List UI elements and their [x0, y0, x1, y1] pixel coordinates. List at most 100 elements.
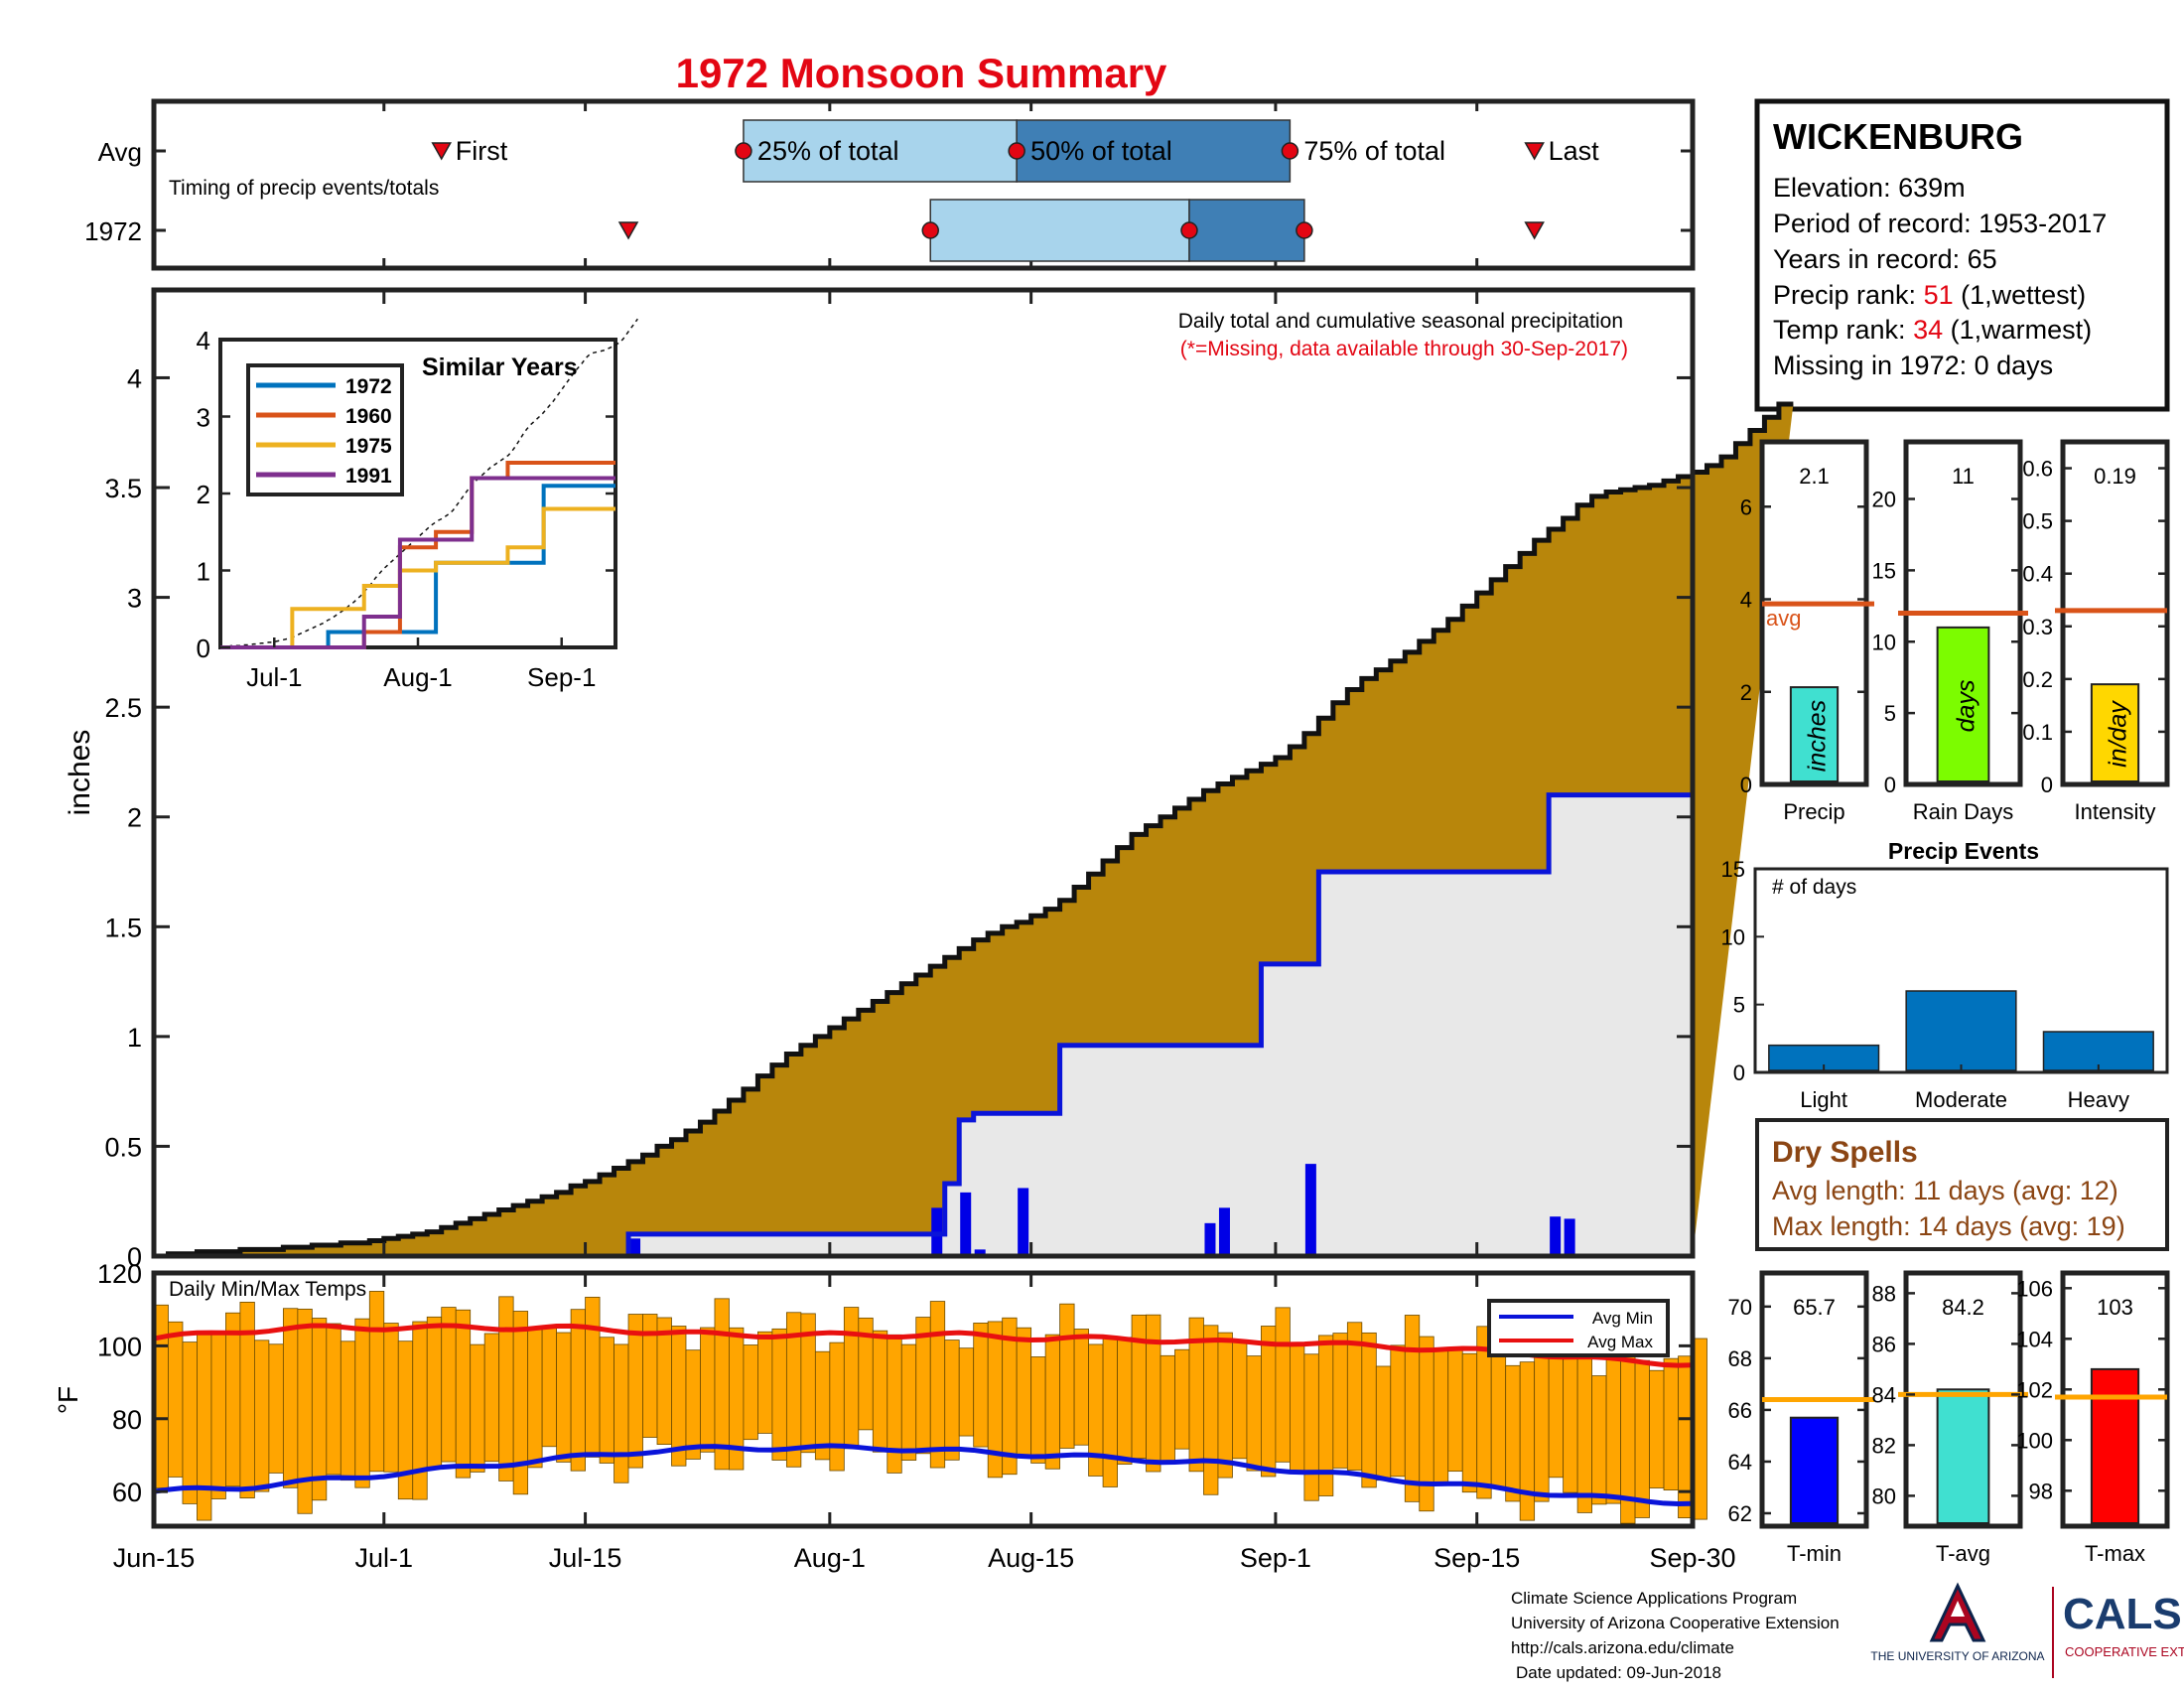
page-title: 1972 Monsoon Summary	[676, 50, 1167, 96]
daily-precip-bar	[1018, 1188, 1029, 1256]
panel-y-tick-label: 100	[2016, 1428, 2053, 1453]
daily-temp-bar	[627, 1314, 643, 1469]
timing-box-50-75	[1188, 199, 1305, 262]
events-y-label: # of days	[1772, 876, 1856, 899]
daily-temp-bar	[829, 1341, 845, 1472]
inset-avg-line	[219, 318, 638, 648]
daily-temp-bar	[1591, 1375, 1607, 1505]
events-title: Precip Events	[1888, 838, 2039, 864]
panel-bar	[1789, 686, 1840, 783]
inset-x-tick-label: Aug-1	[383, 662, 452, 692]
daily-temp-bar	[1404, 1315, 1421, 1502]
date-tick-label: Aug-15	[988, 1543, 1074, 1573]
timing-label-25: 25% of total	[757, 136, 899, 166]
daily-temp-bar	[1073, 1329, 1089, 1446]
daily-precip-bar	[1564, 1218, 1575, 1256]
temp-title: Daily Min/Max Temps	[169, 1278, 366, 1301]
daily-precip-bar	[974, 1249, 986, 1256]
avg-max-line	[153, 1323, 1694, 1368]
daily-temp-bar	[1016, 1327, 1032, 1457]
panel-y-tick-label: 20	[1872, 488, 1896, 512]
events-y-tick-label: 10	[1721, 924, 1745, 949]
daily-temp-bar	[1059, 1303, 1075, 1449]
daily-temp-bar	[1275, 1307, 1291, 1463]
daily-temp-bar	[1433, 1349, 1449, 1484]
timing-quantile-marker-3	[1296, 221, 1313, 239]
daily-temp-bar	[872, 1330, 888, 1453]
panel-y-tick-label: 106	[2016, 1276, 2053, 1301]
station-temp-rank: Temp rank: 34 (1,warmest)	[1773, 315, 2092, 345]
station-elevation: Elevation: 639m	[1773, 173, 1966, 203]
daily-temp-bar	[656, 1317, 672, 1445]
daily-temp-bar	[498, 1296, 514, 1481]
precip-rank-value: 51	[1924, 280, 1954, 310]
timing-box-25-50	[929, 199, 1190, 262]
panel-label: T-avg	[1936, 1541, 1990, 1566]
temp-y-tick-label: 80	[112, 1405, 142, 1435]
daily-precip-bar	[1304, 1164, 1316, 1256]
ua-logo-text: THE UNIVERSITY OF ARIZONA	[1870, 1649, 2044, 1663]
panel-label: Intensity	[2075, 799, 2156, 824]
panel-value: 103	[2097, 1295, 2133, 1320]
daily-precip-bar	[629, 1238, 641, 1256]
temp-summary-panels: 62 64 66 68 70 65.7 T-min 80 82 84 86 88 84.2 T-avg 98…	[1728, 1270, 2170, 1566]
daily-temp-bar	[541, 1327, 558, 1448]
daily-temp-bar	[1447, 1349, 1463, 1473]
daily-precip-bar	[1204, 1222, 1216, 1256]
events-bar-moderate	[1905, 990, 2017, 1071]
station-precip-rank: Precip rank: 51 (1,wettest)	[1773, 280, 2086, 310]
panel-value: 0.19	[2094, 464, 2136, 489]
daily-temp-bar	[556, 1332, 572, 1463]
footer-line-3: http://cals.arizona.edu/climate	[1511, 1638, 1734, 1657]
daily-temp-bar	[470, 1343, 485, 1473]
inset-legend-label: 1975	[345, 435, 392, 458]
inset-legend-label: 1972	[345, 375, 392, 398]
dry-avg-length: Avg length: 11 days (avg: 12)	[1772, 1176, 2118, 1205]
panel-y-tick-label: 70	[1728, 1295, 1752, 1320]
panel-y-tick-label: 0.1	[2022, 720, 2053, 745]
dry-max-length: Max length: 14 days (avg: 19)	[1772, 1211, 2125, 1241]
daily-temp-bar	[714, 1298, 730, 1471]
daily-temp-bar	[1146, 1314, 1161, 1473]
events-y-tick-label: 15	[1721, 857, 1745, 882]
timing-first-marker	[431, 142, 453, 161]
timing-label-last: Last	[1549, 136, 1600, 166]
temp-y-tick-label: 60	[112, 1478, 142, 1507]
station-years: Years in record: 65	[1773, 244, 1997, 274]
panel-value: 2.1	[1799, 464, 1830, 489]
date-tick-label: Jul-1	[355, 1543, 414, 1573]
panel-value: 11	[1952, 464, 1975, 489]
temp-chart: 60 80 100 120 Daily Min/Max Temps °F Avg Mi…	[53, 1259, 1707, 1529]
panel-y-tick-label: 4	[1740, 588, 1752, 613]
panel-unit-label: in/day	[2105, 700, 2132, 768]
daily-temp-bar	[326, 1323, 341, 1476]
station-info-box: WICKENBURG Elevation: 639m Period of rec…	[1754, 98, 2170, 412]
timing-subtitle: Timing of precip events/totals	[169, 177, 439, 200]
daily-temp-bar	[570, 1309, 586, 1472]
daily-temp-bar	[1548, 1339, 1565, 1479]
daily-temp-bar	[1375, 1365, 1392, 1481]
panel-label: T-max	[2085, 1541, 2145, 1566]
footer-line-1: Climate Science Applications Program	[1511, 1589, 1797, 1608]
panel-bar	[2090, 683, 2140, 783]
daily-temp-bar	[1289, 1343, 1305, 1473]
main-y-tick-label: 0.5	[104, 1132, 142, 1162]
ua-logo: THE UNIVERSITY OF ARIZONA	[1870, 1582, 2045, 1663]
panel-value: 84.2	[1942, 1295, 1984, 1320]
panel-label: Rain Days	[1913, 799, 2013, 824]
daily-temp-bar	[1663, 1357, 1679, 1490]
inset-series-line-1975	[220, 506, 615, 649]
panel-y-tick-label: 0.5	[2022, 509, 2053, 534]
events-y-tick-label: 0	[1733, 1060, 1745, 1085]
inset-series-line-1991	[220, 476, 615, 649]
daily-temp-bar	[1303, 1353, 1319, 1501]
date-tick-label: Sep-1	[1240, 1543, 1311, 1573]
daily-temp-bar	[1160, 1354, 1175, 1464]
panel-y-tick-label: 98	[2029, 1479, 2053, 1503]
panel-y-tick-label: 0	[1884, 773, 1896, 797]
daily-precip-bar	[1218, 1207, 1230, 1256]
panel-y-tick-label: 102	[2016, 1377, 2053, 1402]
coop-extension-logo: COOPERATIVE EXTENSION	[2065, 1644, 2184, 1659]
cals-logo: CALS	[2063, 1590, 2182, 1638]
panel-y-tick-label: 80	[1872, 1483, 1896, 1508]
